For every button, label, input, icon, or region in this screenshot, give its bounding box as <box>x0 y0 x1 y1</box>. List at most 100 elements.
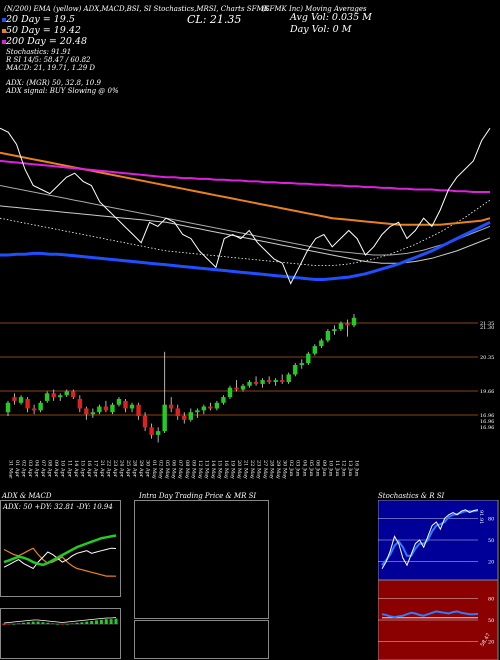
date-label: 06 Jun <box>314 460 320 477</box>
candle <box>247 380 252 388</box>
candle <box>129 402 135 413</box>
rsi-value: R SI 14/5: 58.47 / 60.82 <box>6 56 91 64</box>
adx-line <box>3 534 117 567</box>
candle <box>103 400 109 413</box>
candle <box>84 406 89 420</box>
date-label: 09 May <box>190 460 196 479</box>
candle <box>260 378 265 388</box>
candle <box>234 380 239 392</box>
stoch-tick: 80 <box>488 516 494 522</box>
candle <box>44 391 50 403</box>
company-label: (SFMK Inc) Moving Averages <box>262 5 367 13</box>
macd-bar <box>31 621 35 624</box>
date-label: 06 May <box>171 460 177 479</box>
candle <box>208 402 213 411</box>
date-label: 01 Apr <box>14 460 20 478</box>
date-label: 22 Apr <box>105 460 111 478</box>
candle <box>110 402 115 415</box>
date-label: 30 Apr <box>145 460 151 478</box>
minus-di-line <box>3 547 117 577</box>
candle <box>312 344 318 356</box>
adx-macd-panel: ADX: 50 +DY: 32.81 -DY: 10.94 <box>0 500 121 659</box>
date-label: 23 Apr <box>112 460 118 478</box>
macd-bar <box>75 622 79 624</box>
level-label: 21.30 <box>480 325 494 331</box>
rsi-line <box>381 610 479 619</box>
candle <box>25 397 30 413</box>
date-label: 08 Apr <box>47 460 53 478</box>
ema-dotted-line <box>0 199 491 267</box>
price-line <box>0 127 491 285</box>
date-label: 23 May <box>256 460 262 479</box>
date-label: 02 Apr <box>21 460 27 478</box>
candle <box>58 393 63 401</box>
candle <box>155 427 161 443</box>
macd-bar <box>26 622 30 624</box>
header-top-line: (N/200) EMA (yellow) ADX,MACD,BSI, SI St… <box>4 5 269 13</box>
macd-bar <box>2 624 6 626</box>
date-label: 14 Apr <box>73 460 79 478</box>
macd-bar <box>90 621 94 624</box>
candle <box>240 383 246 392</box>
candle <box>201 404 207 415</box>
date-label: 13 Jun <box>347 460 353 477</box>
candle <box>319 338 324 348</box>
candle <box>71 389 76 399</box>
avg-volume: Avg Vol: 0.035 M <box>290 12 372 23</box>
macd-bar <box>56 624 60 625</box>
candle <box>31 404 37 415</box>
macd-bar <box>46 622 50 624</box>
candle <box>293 363 298 377</box>
candle <box>142 412 148 432</box>
adx-legend: ADX: 50 +DY: 32.81 -DY: 10.94 <box>2 503 113 511</box>
moving-average-panel <box>0 127 491 285</box>
candle <box>77 395 83 413</box>
date-label: 16 Jun <box>354 460 360 477</box>
dma-200: 200 Day = 20.48 <box>6 36 87 47</box>
rsi-tick: 50 <box>488 618 494 624</box>
macd-bar <box>114 618 118 624</box>
candle <box>12 393 17 405</box>
intraday-panel-title: Intra Day Trading Price & MR SI <box>139 492 257 500</box>
candle <box>214 400 220 411</box>
date-label: 17 Apr <box>92 460 98 478</box>
date-label: 09 Apr <box>53 460 59 478</box>
date-label: 28 Apr <box>132 460 138 478</box>
date-label: 12 Jun <box>340 460 346 477</box>
macd-bar <box>51 623 55 624</box>
stochastics-value: Stochastics: 91.91 <box>6 48 72 56</box>
date-label: 16 Apr <box>86 460 92 478</box>
level-label: 16.96 <box>480 413 494 419</box>
price-close <box>0 127 491 285</box>
candle <box>273 378 278 386</box>
candle <box>169 397 174 413</box>
candle <box>162 351 167 433</box>
candle <box>351 314 357 328</box>
candle <box>90 408 96 418</box>
date-label: 04 Jun <box>301 460 307 477</box>
macd-bar <box>36 621 40 624</box>
date-label: 04 Apr <box>34 460 40 478</box>
date-label: 05 Jun <box>308 460 314 477</box>
date-label: 11 Jun <box>334 460 340 477</box>
macd-bar <box>104 619 108 624</box>
candle <box>116 397 122 407</box>
rsi-tick: 80 <box>488 596 494 602</box>
date-label: 20 May <box>236 460 242 479</box>
candle <box>227 385 233 399</box>
date-label: 29 May <box>275 460 281 479</box>
date-label: 11 Apr <box>66 460 72 478</box>
dma-50: 50 Day = 19.42 <box>6 25 81 36</box>
date-label: 01 May <box>151 460 157 479</box>
candle <box>286 372 291 384</box>
candle <box>64 389 69 398</box>
date-label: 24 Apr <box>118 460 124 478</box>
candle <box>123 399 128 413</box>
candle <box>51 389 56 401</box>
candle <box>279 374 285 384</box>
level-label: 20.35 <box>480 355 494 361</box>
macd-bar <box>60 624 64 625</box>
date-label: 30 May <box>282 460 288 479</box>
candle <box>38 400 43 413</box>
adx-panel-title: ADX & MACD <box>2 492 52 500</box>
